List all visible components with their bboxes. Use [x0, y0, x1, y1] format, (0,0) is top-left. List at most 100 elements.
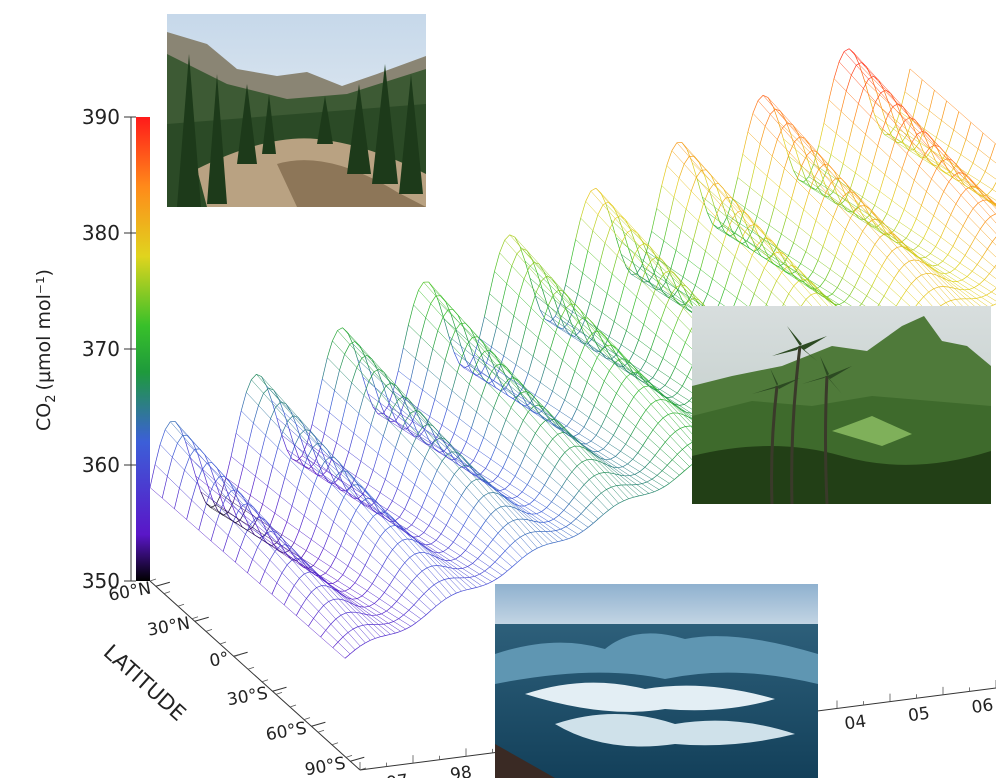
- surface-latitude-line: [376, 394, 381, 408]
- surface-time-line: [380, 537, 392, 550]
- surface-time-line: [346, 613, 358, 627]
- surface-time-line: [175, 422, 187, 436]
- surface-latitude-line: [827, 294, 832, 297]
- surface-latitude-line: [472, 479, 477, 482]
- surface-time-line: [526, 327, 538, 338]
- surface-time-line: [887, 214, 899, 222]
- surface-time-line: [575, 446, 587, 460]
- surface-time-line: [488, 483, 500, 491]
- surface-time-line: [887, 257, 899, 270]
- surface-time-line: [461, 496, 473, 509]
- surface-latitude-line: [639, 495, 644, 496]
- surface-time-line: [960, 263, 972, 271]
- surface-latitude-line: [316, 511, 321, 526]
- surface-time-line: [493, 540, 505, 551]
- surface-time-line: [466, 550, 478, 558]
- surface-latitude-line: [370, 545, 375, 555]
- surface-latitude-line: [949, 130, 954, 146]
- surface-latitude-line: [314, 611, 319, 618]
- surface-latitude-line: [553, 542, 558, 543]
- surface-time-line: [534, 500, 546, 508]
- surface-latitude-line: [299, 516, 304, 531]
- surface-time-line: [633, 459, 645, 467]
- surface-time-line: [483, 553, 495, 562]
- surface-time-line: [340, 370, 352, 383]
- surface-time-line: [510, 546, 522, 559]
- surface-time-line: [699, 163, 711, 176]
- surface-time-line: [906, 290, 918, 302]
- surface-time-line: [261, 455, 273, 466]
- surface-time-line: [331, 567, 343, 575]
- surface-latitude-line: [352, 368, 357, 383]
- surface-time-line: [929, 111, 941, 121]
- surface-time-line: [541, 281, 553, 295]
- surface-latitude-line: [324, 413, 329, 434]
- surface-latitude-line: [561, 527, 566, 530]
- surface-time-line: [575, 371, 587, 382]
- surface-time-line: [283, 539, 295, 551]
- surface-time-line: [415, 554, 427, 568]
- surface-time-line: [358, 544, 370, 555]
- surface-time-line: [245, 534, 257, 547]
- surface-time-line: [490, 567, 502, 575]
- surface-latitude-line: [364, 606, 369, 607]
- surface-latitude-line: [389, 622, 394, 624]
- surface-latitude-line: [606, 404, 611, 416]
- surface-latitude-line: [682, 377, 687, 387]
- surface-time-line: [725, 289, 737, 299]
- surface-time-line: [596, 188, 608, 202]
- surface-time-line: [623, 467, 635, 475]
- surface-latitude-line: [462, 590, 467, 591]
- surface-time-line: [628, 464, 640, 472]
- surface-time-line: [404, 615, 416, 623]
- surface-latitude-line: [614, 304, 619, 322]
- surface-time-line: [934, 90, 946, 101]
- surface-time-line: [327, 358, 339, 371]
- surface-latitude-line: [459, 401, 464, 418]
- surface-time-line: [754, 294, 766, 305]
- surface-latitude-line: [335, 370, 340, 390]
- surface-time-line: [621, 345, 633, 353]
- surface-latitude-line: [992, 180, 996, 189]
- surface-latitude-line: [652, 257, 657, 260]
- surface-latitude-line: [417, 571, 422, 576]
- surface-latitude-line: [899, 210, 904, 222]
- surface-latitude-line: [570, 371, 575, 386]
- surface-time-line: [491, 459, 503, 468]
- surface-latitude-line: [457, 591, 462, 593]
- surface-time-line: [967, 277, 979, 285]
- surface-time-line: [294, 543, 306, 551]
- surface-latitude-line: [491, 447, 496, 459]
- surface-latitude-line: [373, 454, 378, 471]
- surface-time-line: [638, 453, 650, 462]
- surface-time-line: [917, 101, 929, 111]
- surface-latitude-line: [597, 313, 602, 329]
- surface-latitude-line: [448, 542, 453, 548]
- surface-latitude-line: [381, 611, 386, 614]
- surface-time-line: [501, 391, 513, 399]
- surface-latitude-line: [813, 261, 818, 272]
- surface-latitude-line: [479, 496, 484, 501]
- surface-time-line: [438, 331, 450, 344]
- surface-latitude-line: [524, 504, 529, 506]
- surface-time-line: [961, 155, 973, 164]
- surface-latitude-line: [167, 457, 172, 476]
- surface-time-line: [521, 347, 533, 357]
- surface-time-line: [850, 296, 862, 304]
- surface-latitude-line: [372, 575, 377, 584]
- surface-latitude-line: [282, 565, 287, 573]
- surface-latitude-line: [909, 180, 914, 195]
- surface-latitude-line: [402, 429, 407, 430]
- surface-latitude-line: [347, 383, 352, 402]
- surface-time-line: [409, 610, 421, 619]
- surface-time-line: [819, 146, 831, 155]
- surface-latitude-line: [558, 360, 563, 376]
- surface-time-line: [501, 433, 513, 444]
- surface-latitude-line: [685, 426, 690, 427]
- surface-latitude-line: [505, 484, 510, 489]
- surface-latitude-line: [301, 551, 306, 558]
- surface-latitude-line: [280, 478, 285, 497]
- surface-time-line: [655, 455, 667, 465]
- surface-time-line: [877, 276, 889, 287]
- surface-latitude-line: [528, 357, 533, 374]
